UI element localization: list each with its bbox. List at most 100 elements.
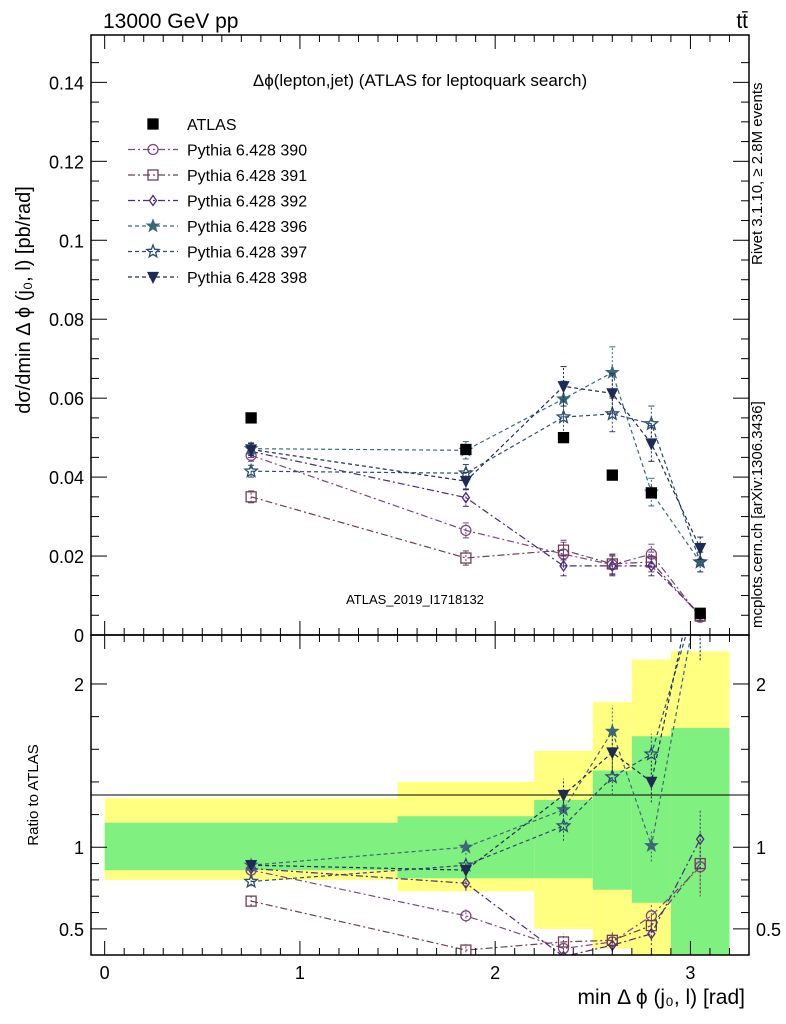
ratio-panel-frame (90, 634, 750, 956)
legend-marker (145, 243, 161, 259)
ratio-tick-label-left: 1 (74, 838, 84, 858)
ratio-line (250, 866, 701, 950)
data-point (459, 475, 472, 489)
x-tick-label: 0 (100, 963, 110, 983)
x-tick-label: 2 (490, 963, 500, 983)
data-point (245, 444, 258, 457)
ratio-line (251, 838, 701, 955)
legend-label: Pythia 6.428 397 (187, 245, 307, 262)
data-point (604, 364, 620, 379)
band-inner (670, 728, 730, 955)
y-tick-label: 0.04 (49, 468, 84, 488)
header-left: 13000 GeV pp (103, 10, 238, 33)
series-line (250, 496, 701, 617)
data-point (647, 559, 656, 573)
legend: ATLAS Pythia 6.428 390 Pythia 6.428 391 Pyt… (128, 117, 307, 287)
ratio-point (606, 747, 619, 760)
atlas-point (606, 469, 618, 481)
series-line (250, 454, 701, 618)
data-point (557, 544, 570, 556)
ratio-tick-label-left: 0.5 (59, 920, 84, 940)
series-line (251, 413, 701, 563)
data-point (692, 553, 709, 569)
ratio-point (555, 817, 572, 833)
data-point (694, 543, 707, 556)
ratio-point (604, 723, 620, 738)
data-point (460, 524, 472, 537)
ratio-point (557, 936, 570, 948)
ratio-point (695, 832, 705, 846)
ratio-tick-label-right: 2 (756, 675, 766, 695)
ratio-tick-label-left: 2 (74, 675, 84, 695)
legend-entry: Pythia 6.428 396 (128, 218, 307, 236)
series-ATLAS (245, 412, 706, 619)
data-point (555, 408, 572, 424)
ratio-point (557, 789, 570, 802)
legend-entry: Pythia 6.428 391 (128, 168, 307, 185)
ratio-point (645, 919, 658, 932)
ratio-point (460, 910, 472, 922)
legend-label: ATLAS (187, 117, 237, 134)
legend-entry: Pythia 6.428 397 (128, 243, 307, 262)
legend-entry: ATLAS (147, 117, 237, 134)
ratio-point (245, 895, 257, 907)
legend-label: Pythia 6.428 390 (187, 143, 307, 160)
atlas-point (694, 607, 706, 619)
ratio-point (557, 942, 570, 955)
band-inner (631, 736, 671, 903)
y-tick-label: 0.1 (59, 231, 84, 251)
main-series-layer (243, 346, 709, 623)
ratio-point (245, 860, 258, 873)
y-zero-label: 0 (74, 626, 84, 646)
y-tick-label: 0.12 (49, 152, 84, 172)
ratio-point (460, 944, 472, 955)
ratio-tick-label-right: 1 (756, 838, 766, 858)
ratio-point (647, 927, 656, 940)
legend-label: Pythia 6.428 396 (187, 219, 307, 236)
legend-entry: Pythia 6.428 390 (128, 143, 307, 160)
legend-marker (147, 118, 159, 130)
mcplots-label: mcplots.cern.ch [arXiv:1306.3436] (749, 401, 766, 628)
ratio-point (645, 776, 658, 789)
header-right: tt̄ (736, 10, 748, 33)
ratio-line (251, 635, 692, 866)
legend-marker (145, 218, 161, 233)
rivet-label: Rivet 3.1.10, ≥ 2.8M events (749, 83, 766, 266)
legend-entry: Pythia 6.428 392 (128, 194, 307, 211)
data-point (643, 415, 660, 431)
ratio-point (695, 580, 706, 591)
ratio-line (250, 863, 701, 951)
ratio-tick-label-right: 0.5 (756, 920, 781, 940)
series-Pythia-6428-398-main (245, 366, 707, 560)
legend-marker (147, 169, 159, 181)
data-point (557, 381, 570, 394)
data-point (604, 405, 621, 421)
legend-label: Pythia 6.428 392 (187, 194, 307, 211)
ratio-point (243, 873, 260, 889)
plot-title: Δϕ(lepton,jet) (ATLAS for leptoquark sea… (253, 71, 587, 90)
legend-marker (146, 271, 160, 284)
atlas-point (557, 431, 570, 444)
series-Pythia-6428-398-ratio (245, 635, 701, 878)
atlas-point (245, 412, 257, 424)
data-point (461, 491, 471, 504)
legend-marker (147, 143, 159, 156)
series-Pythia-6428-397-main (243, 395, 709, 573)
ratio-point (461, 877, 471, 890)
series-line (251, 371, 701, 563)
ratio-point (604, 768, 621, 784)
legend-marker (148, 194, 158, 207)
data-point (245, 491, 257, 503)
ratio-point (459, 864, 472, 878)
series-line (251, 385, 701, 549)
ratio-point (458, 839, 474, 854)
ratio-line (251, 635, 684, 871)
band-inner (592, 770, 632, 890)
data-point (559, 559, 568, 573)
x-tick-label: 3 (685, 963, 695, 983)
y-tick-label: 0.14 (49, 73, 84, 93)
ratio-point (643, 745, 660, 761)
ratio-point (694, 580, 706, 592)
data-point (645, 438, 658, 451)
y-tick-label: 0.06 (49, 389, 84, 409)
